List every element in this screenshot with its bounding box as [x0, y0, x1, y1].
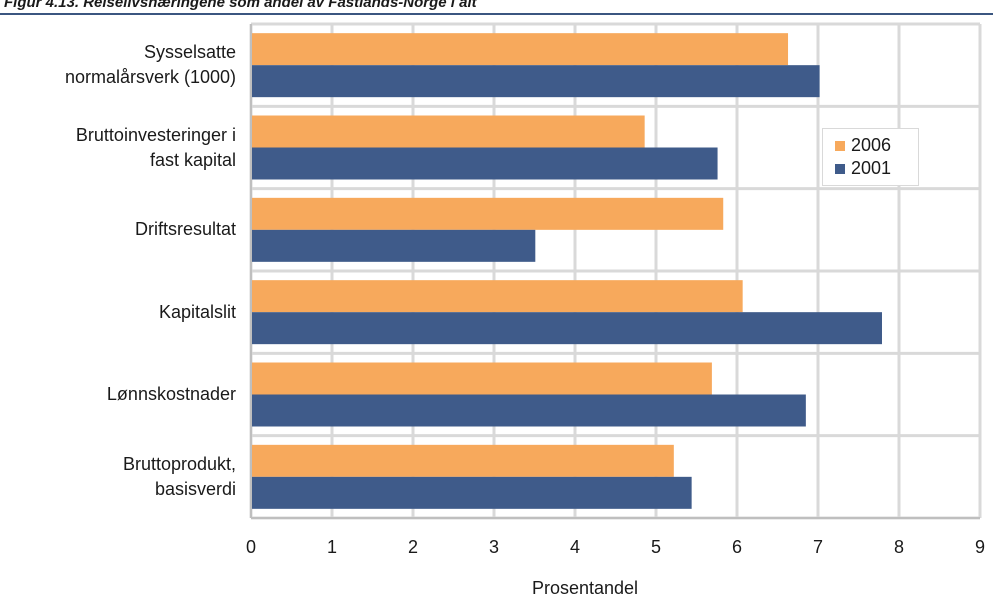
- x-tick-label-4: 4: [570, 537, 580, 557]
- bar-2001-1: [251, 147, 718, 180]
- category-label-line: Driftsresultat: [134, 219, 236, 240]
- category-label-line: basisverdi: [154, 478, 236, 499]
- bar-2001-5: [251, 476, 692, 509]
- category-label: Lønnskostnader: [8, 382, 236, 407]
- category-label-line: Kapitalslit: [158, 301, 236, 322]
- bar-2001-4: [251, 394, 806, 427]
- x-tick-label-1: 1: [327, 537, 337, 557]
- legend-label-2001: 2001: [851, 158, 892, 178]
- legend-swatch-2001: [835, 163, 845, 174]
- bar-2001-3: [251, 312, 882, 345]
- x-tick-label-7: 7: [813, 537, 823, 557]
- category-label-line: Sysselsatte: [143, 42, 236, 63]
- category-label: Sysselsatte normalårsverk (1000): [8, 40, 236, 90]
- category-label: Kapitalslit: [8, 300, 236, 325]
- bar-2006-3: [251, 280, 743, 313]
- category-label: Bruttoprodukt, basisverdi: [8, 452, 236, 502]
- x-axis-label: Prosentandel: [531, 578, 639, 598]
- x-tick-label-8: 8: [894, 537, 904, 557]
- bar-2001-2: [251, 229, 536, 262]
- bar-2006-5: [251, 444, 674, 477]
- x-tick-label-5: 5: [651, 537, 661, 557]
- category-label-line: Lønnskostnader: [106, 384, 236, 404]
- legend-swatch-2006: [835, 140, 845, 151]
- bar-2006-1: [251, 115, 645, 148]
- bar-2006-2: [251, 197, 724, 230]
- bar-2006-4: [251, 362, 712, 395]
- legend-item-2006: 2006: [835, 134, 918, 157]
- category-label-line: normalårsverk (1000): [64, 67, 236, 88]
- legend-label-2006: 2006: [851, 135, 892, 155]
- x-tick-label-2: 2: [408, 537, 418, 557]
- category-label: Driftsresultat: [8, 217, 236, 242]
- bar-2006-0: [251, 33, 789, 66]
- category-label: Bruttoinvesteringer i fast kapital: [8, 123, 236, 173]
- caption-divider: [0, 13, 993, 15]
- x-tick-label-0: 0: [246, 537, 256, 557]
- category-label-line: Bruttoprodukt,: [122, 453, 236, 474]
- legend: 2006 2001: [822, 128, 919, 186]
- x-tick-label-3: 3: [489, 537, 499, 557]
- x-tick-label-9: 9: [975, 537, 985, 557]
- x-tick-label-6: 6: [732, 537, 742, 557]
- bar-2001-0: [251, 65, 820, 98]
- category-label-line: fast kapital: [149, 149, 236, 170]
- legend-item-2001: 2001: [835, 157, 918, 180]
- category-label-line: Bruttoinvesteringer i: [75, 124, 236, 145]
- figure-caption: Figur 4.13. Reiselivsnæringene som andel…: [4, 0, 477, 11]
